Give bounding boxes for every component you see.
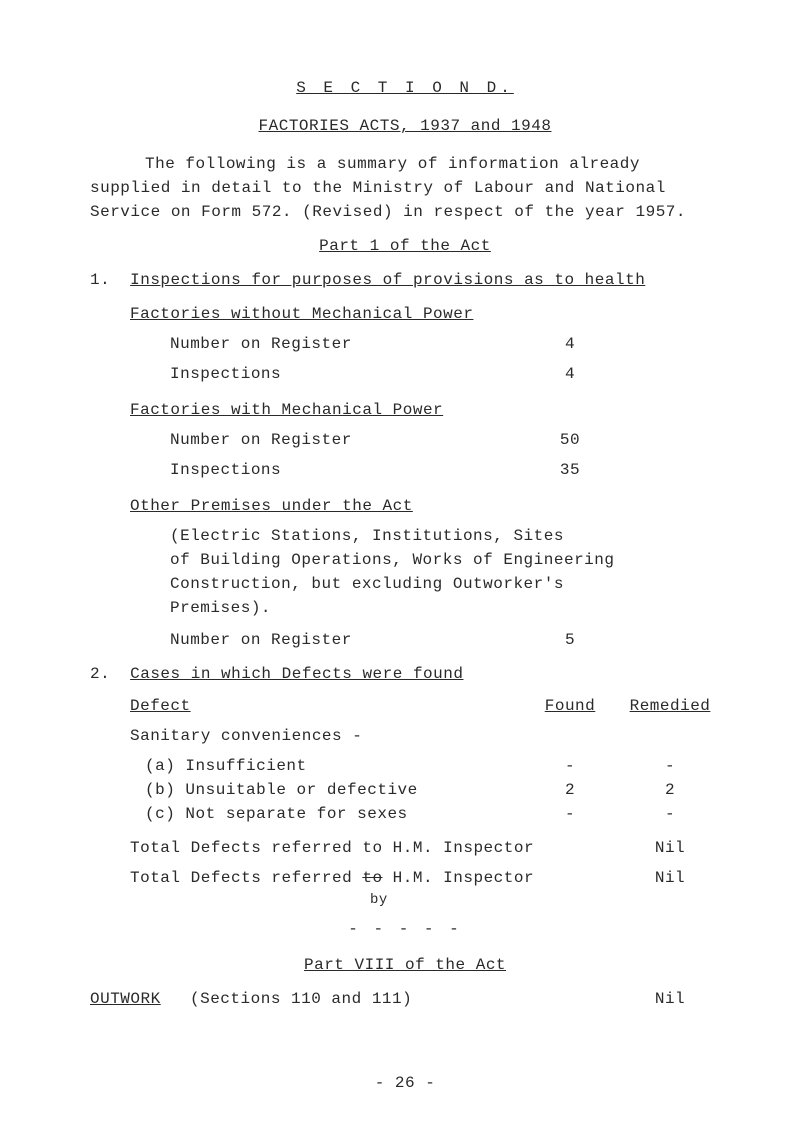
sanitary-conveniences-heading: Sanitary conveniences - xyxy=(90,724,720,748)
part-1-heading: Part 1 of the Act xyxy=(319,237,491,255)
defect-b-found: 2 xyxy=(520,778,620,802)
intro-line-1: The following is a summary of informatio… xyxy=(90,152,720,176)
total-defects-1-label: Total Defects referred to H.M. Inspector xyxy=(130,836,620,860)
section-1-number: 1. xyxy=(90,268,120,292)
intro-line-3: Service on Form 572. (Revised) in respec… xyxy=(90,200,720,224)
outwork-label: OUTWORK xyxy=(90,990,161,1008)
defect-c-remedied: - xyxy=(620,802,720,826)
total-defects-2-label: Total Defects referred to H.M. Inspector xyxy=(130,866,620,890)
other-body-4: Premises). xyxy=(170,596,720,620)
page-number: - 26 - xyxy=(90,1071,720,1095)
defect-a-remedied: - xyxy=(620,754,720,778)
caret-correction: by xyxy=(370,892,388,908)
factories-with-power-heading: Factories with Mechanical Power xyxy=(130,401,443,419)
fac-a-register-value: 4 xyxy=(520,332,620,356)
divider-dashes: - - - - - xyxy=(90,917,720,941)
strikethrough-to: to xyxy=(362,869,382,887)
acts-subtitle: FACTORIES ACTS, 1937 and 1948 xyxy=(259,117,552,135)
section-1-title: Inspections for purposes of provisions a… xyxy=(130,271,645,289)
part-viii-heading: Part VIII of the Act xyxy=(304,956,506,974)
total-defects-2-value: Nil xyxy=(620,866,720,890)
remedied-column-header: Remedied xyxy=(630,697,711,715)
defect-b-label: (b) Unsuitable or defective xyxy=(145,778,520,802)
outwork-value: Nil xyxy=(620,987,720,1011)
defect-column-header: Defect xyxy=(130,697,191,715)
outwork-sections: (Sections 110 and 111) xyxy=(190,987,620,1011)
number-on-register-label: Number on Register xyxy=(170,332,520,356)
found-column-header: Found xyxy=(545,697,596,715)
fac-b-register-value: 50 xyxy=(520,428,620,452)
inspections-label: Inspections xyxy=(170,362,520,386)
other-register-value: 5 xyxy=(520,628,620,652)
section-title: S E C T I O N D. xyxy=(296,79,514,97)
defect-a-label: (a) Insufficient xyxy=(145,754,520,778)
fac-a-inspections-value: 4 xyxy=(520,362,620,386)
total-defects-1-value: Nil xyxy=(620,836,720,860)
defect-b-remedied: 2 xyxy=(620,778,720,802)
inspections-label-2: Inspections xyxy=(170,458,520,482)
other-body-1: (Electric Stations, Institutions, Sites xyxy=(170,524,720,548)
factories-without-power-heading: Factories without Mechanical Power xyxy=(130,305,473,323)
defect-a-found: - xyxy=(520,754,620,778)
section-2-title: Cases in which Defects were found xyxy=(130,665,463,683)
defect-c-found: - xyxy=(520,802,620,826)
other-premises-heading: Other Premises under the Act xyxy=(130,497,413,515)
intro-line-2: supplied in detail to the Ministry of La… xyxy=(90,176,720,200)
section-2-number: 2. xyxy=(90,662,120,686)
defect-c-label: (c) Not separate for sexes xyxy=(145,802,520,826)
other-number-on-register-label: Number on Register xyxy=(170,628,520,652)
other-body-2: of Building Operations, Works of Enginee… xyxy=(170,548,720,572)
number-on-register-label-2: Number on Register xyxy=(170,428,520,452)
fac-b-inspections-value: 35 xyxy=(520,458,620,482)
other-body-3: Construction, but excluding Outworker's xyxy=(170,572,720,596)
